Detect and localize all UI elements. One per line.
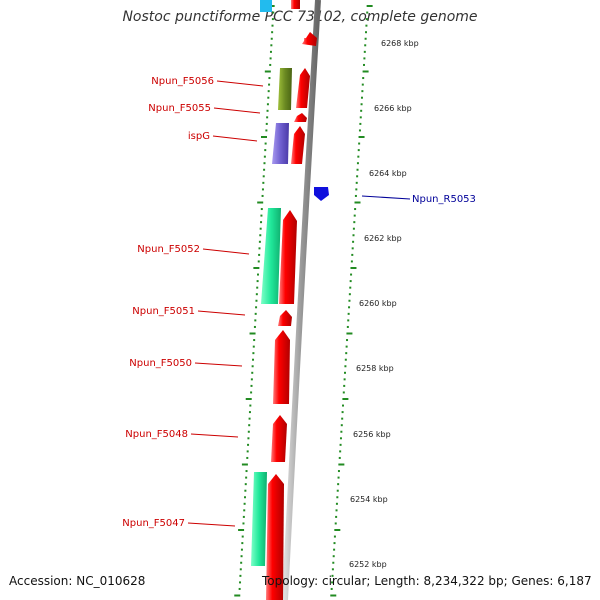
gene-npun-f5050-arrow — [273, 330, 290, 404]
gene-npun-f5052-block — [261, 208, 281, 304]
scale-label-6260: 6260 kbp — [359, 299, 397, 308]
gene-ispg-arrow — [291, 126, 305, 164]
gene-npun-r5053-marker — [314, 187, 329, 201]
gene-npun-f5047-block — [251, 472, 267, 566]
top-cyan-feature — [260, 0, 272, 12]
gene-npun-f5055-arrow — [294, 113, 307, 122]
genome-summary-text: Topology: circular; Length: 8,234,322 bp… — [262, 574, 592, 588]
gene-label-ispg: ispG — [188, 131, 210, 142]
scale-label-6252: 6252 kbp — [349, 560, 387, 569]
gene-label-npun-f5048: Npun_F5048 — [125, 429, 188, 440]
genome-title: Nostoc punctiforme PCC 73102, complete g… — [122, 9, 478, 25]
top-red-fragment — [291, 0, 300, 9]
gene-label-npun-r5053: Npun_R5053 — [412, 194, 476, 205]
gene-label-npun-f5056: Npun_F5056 — [151, 76, 214, 87]
scale-label-6264: 6264 kbp — [369, 169, 407, 178]
gene-npun-f5052-arrow — [279, 210, 297, 304]
genome-backbone — [282, 0, 321, 600]
scale-label-6262: 6262 kbp — [364, 234, 402, 243]
outer-tick-track — [330, 5, 373, 597]
gene-npun-f5048-arrow — [271, 415, 287, 462]
label-leaders — [187, 80, 264, 527]
scale-label-6258: 6258 kbp — [356, 364, 394, 373]
gene-label-npun-f5047: Npun_F5047 — [122, 518, 185, 529]
accession-text: Accession: NC_010628 — [9, 574, 146, 588]
gene-npun-f5051-arrow — [278, 310, 292, 326]
scale-label-6256: 6256 kbp — [353, 430, 391, 439]
scale-label-6254: 6254 kbp — [350, 495, 388, 504]
scale-label-6268: 6268 kbp — [381, 39, 419, 48]
inner-tick-track — [234, 5, 275, 597]
gene-label-npun-f5055: Npun_F5055 — [148, 103, 211, 114]
scale-label-6266: 6266 kbp — [374, 104, 412, 113]
gene-ispg-block — [272, 123, 289, 164]
forward-arrow-top-head — [302, 32, 317, 46]
label-leader-rna — [361, 195, 411, 200]
gene-npun-f5056-arrow — [296, 68, 310, 108]
gene-label-npun-f5050: Npun_F5050 — [129, 358, 192, 369]
gene-npun-f5047-arrow — [266, 474, 284, 600]
gene-label-npun-f5052: Npun_F5052 — [137, 244, 200, 255]
gene-npun-f5056-block — [278, 68, 292, 110]
gene-label-npun-f5051: Npun_F5051 — [132, 306, 195, 317]
